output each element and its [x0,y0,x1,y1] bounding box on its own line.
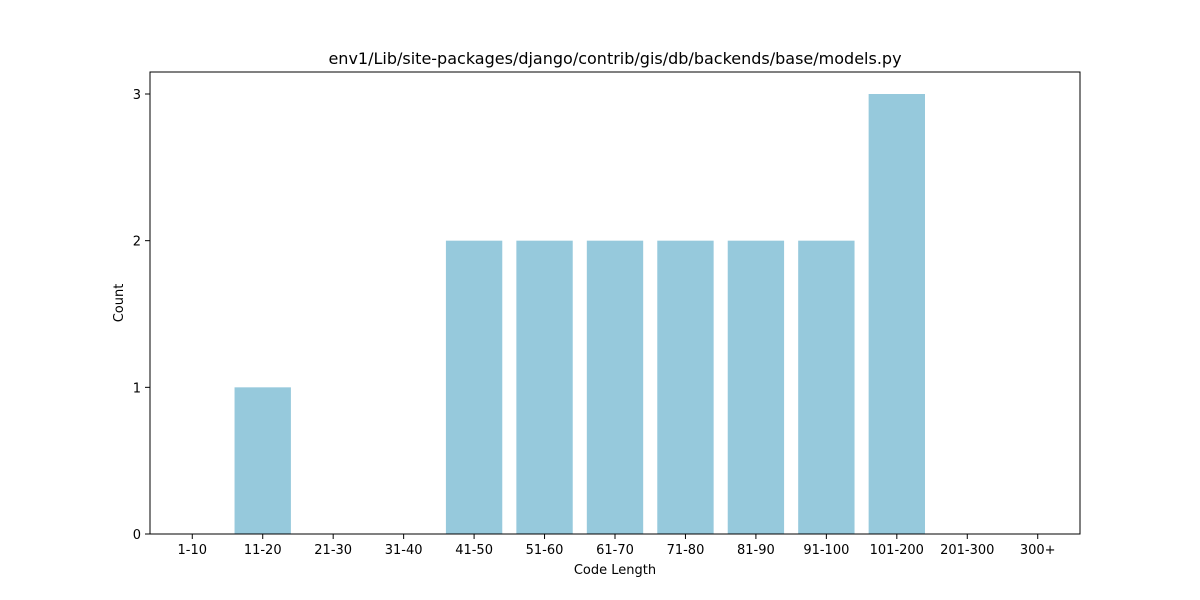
bar-91-100 [798,240,855,534]
bar-101-200 [868,94,925,534]
bar-81-90 [727,240,785,534]
chart-title: env1/Lib/site-packages/django/contrib/gi… [328,49,901,68]
y-axis-label: Count [112,284,127,323]
x-tick-label: 21-30 [314,543,352,558]
bars-layer [234,94,925,534]
y-tick-label: 1 [133,381,141,396]
y-axis-ticks: 0 1 2 3 [133,88,150,543]
bar-71-80 [657,240,714,534]
x-axis-ticks: 1-10 11-20 21-30 31-40 41-50 51-60 61-70 71-80 8… [178,534,1056,558]
x-tick-label: 61-70 [596,543,634,558]
x-axis-label: Code Length [574,563,656,578]
y-tick-label: 3 [133,88,141,103]
bar-11-20 [234,387,291,534]
bar-41-50 [445,240,503,534]
bar-61-70 [586,240,644,534]
x-tick-label: 1-10 [178,543,208,558]
y-tick-label: 0 [133,528,141,543]
plot-area-frame [149,71,1081,535]
x-tick-label: 201-300 [940,543,994,558]
x-tick-label: 300+ [1020,543,1056,558]
x-tick-label: 71-80 [667,543,705,558]
bar-51-60 [516,240,573,534]
y-tick-label: 2 [133,235,141,250]
x-tick-label: 11-20 [244,543,282,558]
x-tick-label: 31-40 [385,543,423,558]
x-tick-label: 101-200 [870,543,924,558]
x-tick-label: 81-90 [737,543,775,558]
x-tick-label: 41-50 [455,543,493,558]
x-tick-label: 91-100 [803,543,849,558]
x-tick-label: 51-60 [526,543,564,558]
